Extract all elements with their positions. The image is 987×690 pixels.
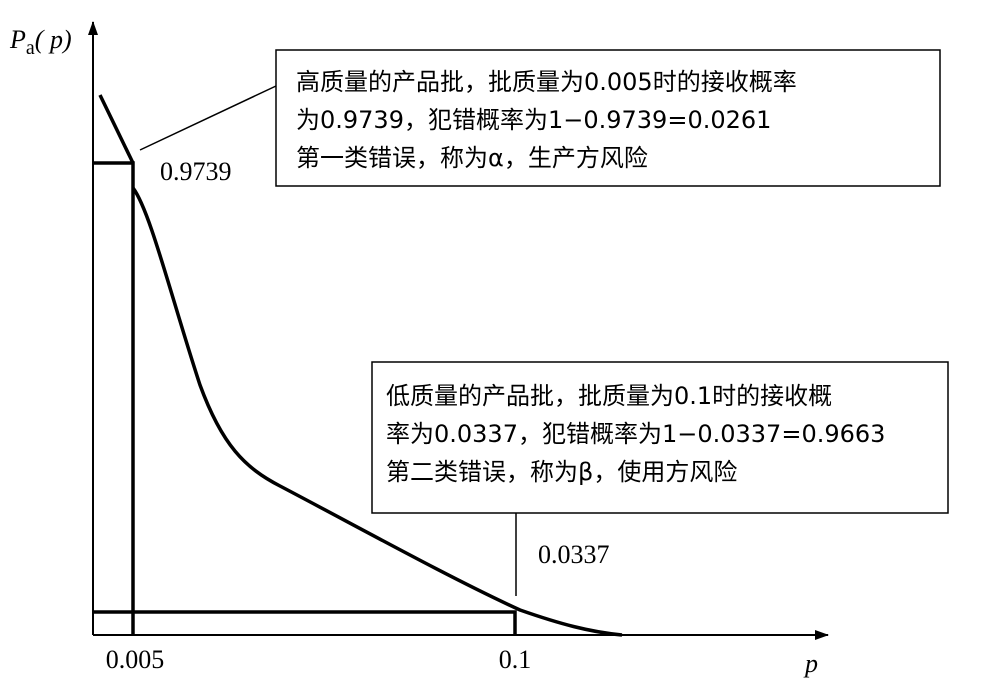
annotation-box <box>371 361 949 514</box>
annotation-line: 低质量的产品批，批质量为0.1时的接收概 <box>386 382 832 410</box>
annotation-line: 高质量的产品批，批质量为0.005时的接收概率 <box>296 68 797 96</box>
y-label-argument: ( p) <box>35 25 72 54</box>
annotation-line: 为0.9739，犯错概率为1−0.9739=0.0261 <box>296 106 771 134</box>
annotation-line: 率为0.0337，犯错概率为1−0.0337=0.9663 <box>386 420 885 448</box>
oc-curve <box>98 94 623 637</box>
x-tick-label: 0.005 <box>106 645 165 674</box>
x-tick-label: 0.1 <box>499 645 532 674</box>
point-label: 0.9739 <box>160 157 232 186</box>
beta-guide <box>93 610 517 635</box>
x-axis-label: p <box>803 649 818 678</box>
leader-line <box>139 85 277 151</box>
alpha-guide <box>93 161 135 635</box>
y-label-subscript: a <box>26 37 35 59</box>
y-label-symbol: P <box>9 25 26 54</box>
point-label: 0.0337 <box>538 540 610 569</box>
annotation-box <box>275 49 941 187</box>
annotation-line: 第一类错误，称为α，生产方风险 <box>296 144 648 172</box>
y-axis-label: Pa( p) <box>9 25 72 59</box>
annotation-line: 第二类错误，称为β，使用方风险 <box>386 458 737 486</box>
